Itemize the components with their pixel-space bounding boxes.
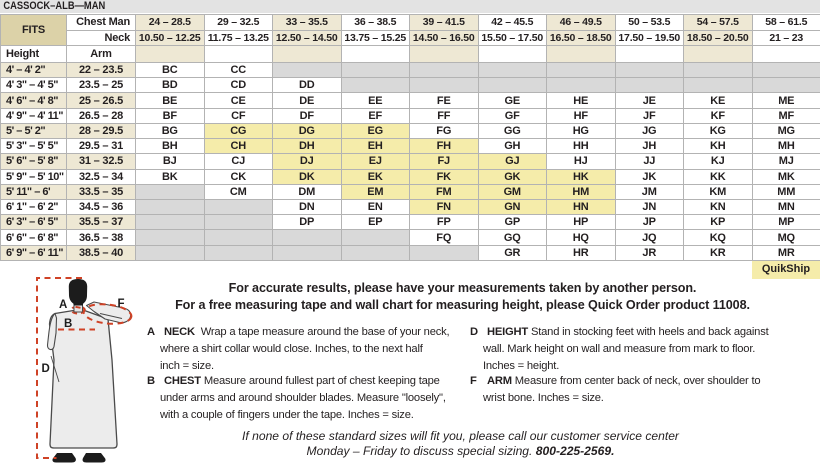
svg-text:D: D xyxy=(42,363,50,375)
svg-text:F: F xyxy=(118,298,125,310)
svg-text:B: B xyxy=(64,318,72,330)
svg-text:A: A xyxy=(59,299,67,311)
